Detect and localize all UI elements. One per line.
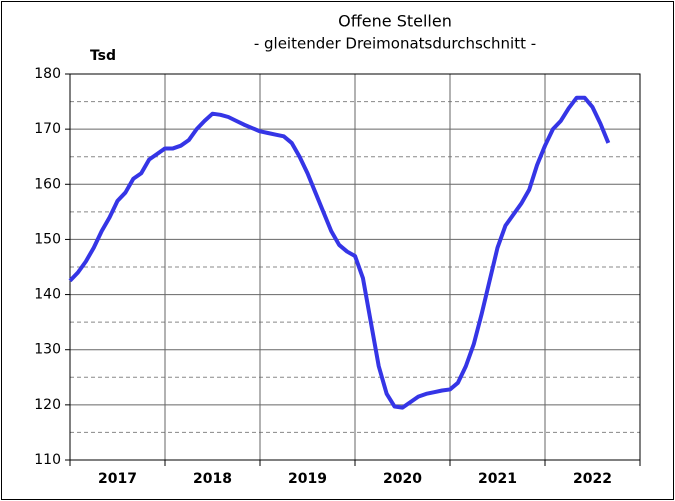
y-tick-label: 120 (34, 397, 61, 413)
y-tick-label: 140 (34, 287, 61, 303)
y-axis-label: Tsd (90, 48, 116, 64)
chart-subtitle: - gleitender Dreimonatsdurchschnitt - (254, 35, 536, 53)
x-tick-label: 2018 (193, 471, 232, 487)
y-tick-label: 130 (34, 342, 61, 358)
chart-title: Offene Stellen (338, 12, 452, 31)
y-tick-label: 160 (34, 176, 61, 192)
x-tick-label: 2021 (478, 471, 517, 487)
y-tick-label: 150 (34, 231, 61, 247)
y-tick-label: 170 (34, 121, 61, 137)
y-tick-label: 180 (34, 66, 61, 82)
x-tick-label: 2022 (573, 471, 612, 487)
plot-border (69, 73, 641, 461)
y-tick-label: 110 (34, 452, 61, 468)
x-tick-label: 2019 (288, 471, 327, 487)
x-tick-label: 2017 (98, 471, 137, 487)
x-tick-label: 2020 (383, 471, 422, 487)
data-line (68, 95, 611, 410)
